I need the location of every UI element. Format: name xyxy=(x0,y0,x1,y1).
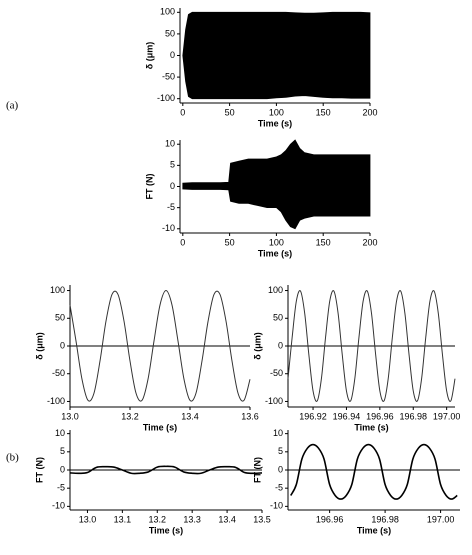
y-tick-label: 10 xyxy=(273,428,283,438)
y-tick-label: -50 xyxy=(162,71,175,81)
y-tick-label: 5 xyxy=(170,160,175,170)
y-axis-label: FT (N) xyxy=(144,174,154,200)
signal-line xyxy=(287,290,456,402)
x-tick-label: 13.1 xyxy=(114,514,132,524)
x-tick-label: 100 xyxy=(269,237,284,247)
y-tick-label: -10 xyxy=(52,501,65,511)
y-tick-label: 10 xyxy=(165,139,175,149)
y-axis-label: δ (μm) xyxy=(144,42,154,69)
x-tick-label: 50 xyxy=(225,237,235,247)
signal-envelope xyxy=(182,11,371,100)
y-tick-label: 100 xyxy=(50,285,65,295)
x-tick-label: 13.4 xyxy=(181,411,199,421)
y-tick-label: 10 xyxy=(55,428,65,438)
signal-line xyxy=(69,465,263,475)
y-tick-label: 100 xyxy=(160,7,175,17)
x-axis-label: Time (s) xyxy=(258,118,292,128)
x-tick-label: 196.96 xyxy=(316,514,344,524)
y-tick-label: 0 xyxy=(60,340,65,350)
y-axis-label: FT (N) xyxy=(34,457,44,483)
y-tick-label: -5 xyxy=(275,483,283,493)
panel-label: (a) xyxy=(6,100,19,112)
y-tick-label: -10 xyxy=(162,223,175,233)
y-tick-label: 0 xyxy=(170,50,175,60)
x-axis-label: Time (s) xyxy=(143,422,177,432)
x-tick-label: 200 xyxy=(362,107,377,117)
y-tick-label: 50 xyxy=(165,28,175,38)
x-axis-label: Time (s) xyxy=(258,248,292,258)
x-tick-label: 13.4 xyxy=(218,514,236,524)
y-tick-label: 0 xyxy=(278,464,283,474)
y-tick-label: -50 xyxy=(52,368,65,378)
x-tick-label: 197.00 xyxy=(427,514,455,524)
x-tick-label: 50 xyxy=(225,107,235,117)
y-axis-label: FT (N) xyxy=(252,457,262,483)
x-axis-label: Time (s) xyxy=(357,525,391,535)
y-tick-label: -10 xyxy=(270,501,283,511)
x-tick-label: 0 xyxy=(180,237,185,247)
y-tick-label: -100 xyxy=(47,396,65,406)
y-tick-label: 0 xyxy=(170,181,175,191)
signal-envelope xyxy=(182,139,371,230)
x-tick-label: 100 xyxy=(269,107,284,117)
y-tick-label: -50 xyxy=(270,368,283,378)
y-tick-label: 50 xyxy=(55,313,65,323)
signal-line xyxy=(290,443,458,500)
x-tick-label: 13.0 xyxy=(79,514,97,524)
x-tick-label: 150 xyxy=(316,107,331,117)
y-axis-label: δ (μm) xyxy=(252,332,262,359)
y-tick-label: 100 xyxy=(268,285,283,295)
y-tick-label: 5 xyxy=(60,446,65,456)
x-axis-label: Time (s) xyxy=(149,525,183,535)
y-tick-label: -100 xyxy=(157,93,175,103)
x-tick-label: 0 xyxy=(180,107,185,117)
panel-label: (b) xyxy=(6,452,19,464)
x-tick-label: 196.92 xyxy=(299,411,327,421)
x-tick-label: 13.0 xyxy=(61,411,79,421)
y-tick-label: 5 xyxy=(278,446,283,456)
x-tick-label: 196.98 xyxy=(399,411,427,421)
y-tick-label: 0 xyxy=(60,464,65,474)
x-tick-label: 13.6 xyxy=(241,411,259,421)
x-tick-label: 196.94 xyxy=(333,411,361,421)
x-tick-label: 13.2 xyxy=(149,514,167,524)
y-tick-label: -5 xyxy=(167,202,175,212)
y-tick-label: -100 xyxy=(265,396,283,406)
signal-line xyxy=(69,290,251,402)
x-tick-label: 197.00 xyxy=(433,411,461,421)
x-axis-label: Time (s) xyxy=(354,422,388,432)
x-tick-label: 196.96 xyxy=(366,411,394,421)
x-tick-label: 200 xyxy=(362,237,377,247)
y-tick-label: 50 xyxy=(273,313,283,323)
y-axis-label: δ (μm) xyxy=(34,332,44,359)
x-tick-label: 13.5 xyxy=(253,514,271,524)
y-tick-label: -5 xyxy=(57,483,65,493)
y-tick-label: 0 xyxy=(278,340,283,350)
x-tick-label: 13.2 xyxy=(121,411,139,421)
x-tick-label: 150 xyxy=(316,237,331,247)
x-tick-label: 196.98 xyxy=(371,514,399,524)
x-tick-label: 13.3 xyxy=(183,514,201,524)
